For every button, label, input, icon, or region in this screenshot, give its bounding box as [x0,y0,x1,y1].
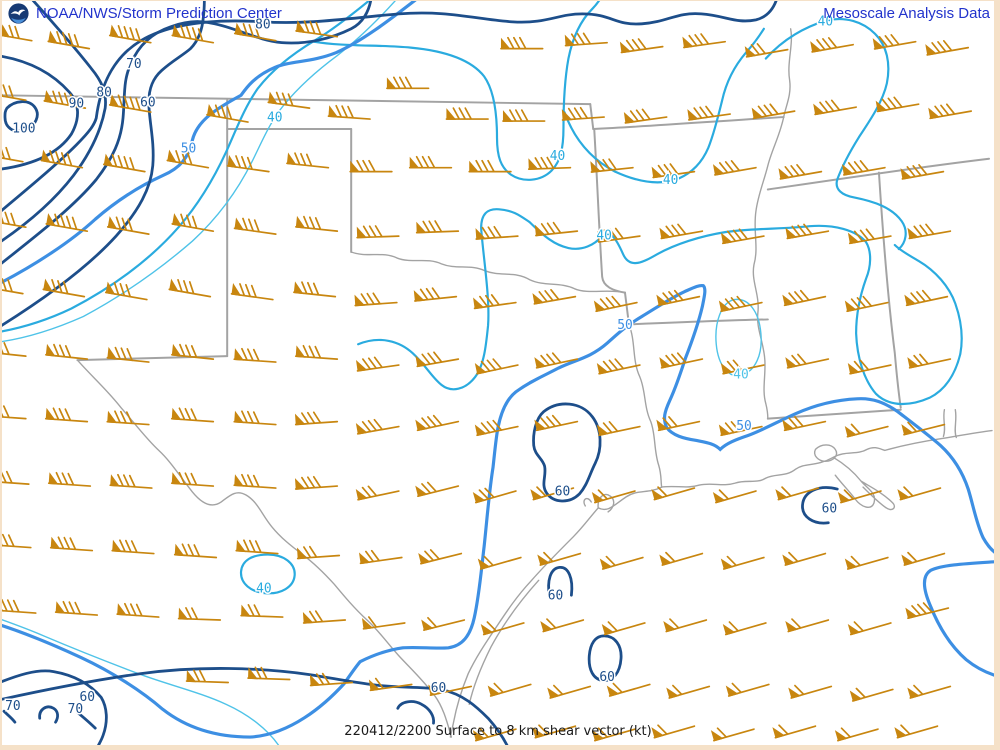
svg-text:80: 80 [96,86,112,101]
svg-text:60: 60 [555,485,571,500]
wind-barbs-layer [2,19,973,743]
svg-text:50: 50 [181,141,197,156]
svg-text:70: 70 [68,702,84,717]
contours-blue-50-layer [2,1,994,739]
product-caption: 220412/2200 Surface to 8 km shear vector… [344,724,652,739]
svg-text:80: 80 [255,17,271,32]
svg-text:70: 70 [5,699,21,714]
header-product-label: Mesoscale Analysis Data [823,5,990,22]
svg-text:50: 50 [617,318,633,333]
svg-text:40: 40 [596,229,612,244]
svg-text:100: 100 [12,121,35,136]
svg-text:40: 40 [256,582,272,597]
header-left: NOAA/NWS/Storm Prediction Center [8,3,282,24]
svg-text:40: 40 [267,111,283,126]
svg-text:90: 90 [69,97,85,112]
svg-text:40: 40 [663,173,679,188]
svg-text:40: 40 [818,14,834,29]
svg-text:60: 60 [431,681,447,696]
svg-text:40: 40 [550,149,566,164]
contours-navy-60plus-layer [2,1,839,745]
svg-text:60: 60 [599,670,615,685]
svg-text:70: 70 [126,57,142,72]
contour-labels-layer: 80 70 80 90 60 100 50 40 40 40 40 40 40 50 50 60 60 60 60 6… [4,13,839,718]
svg-text:60: 60 [548,589,564,604]
noaa-logo [8,3,29,24]
svg-text:60: 60 [140,96,156,111]
svg-text:40: 40 [733,367,749,382]
svg-text:60: 60 [822,501,838,516]
svg-text:60: 60 [80,690,96,705]
svg-text:50: 50 [736,419,752,434]
header-title: NOAA/NWS/Storm Prediction Center [36,5,282,22]
